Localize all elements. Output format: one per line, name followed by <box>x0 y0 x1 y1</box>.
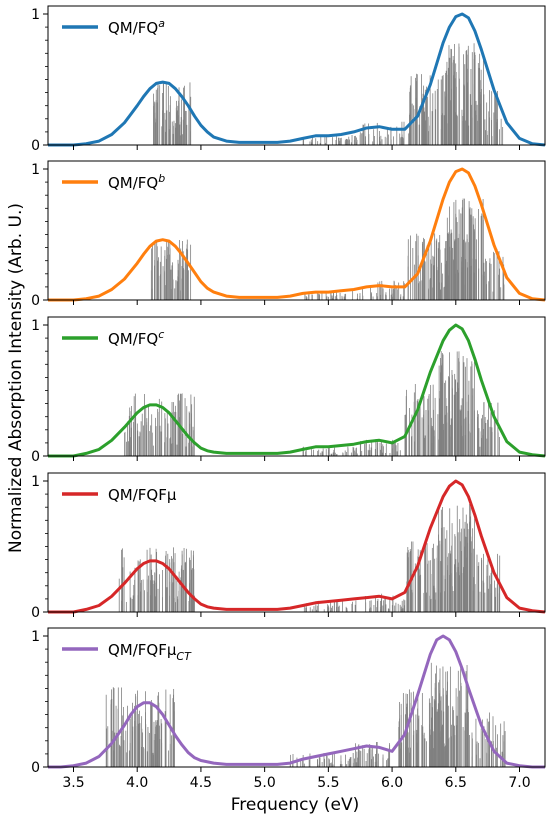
stick-spectrum <box>124 351 500 456</box>
y-tick-label: 0 <box>31 138 40 154</box>
axes-frame <box>47 316 546 457</box>
x-tick-label: 3.5 <box>62 775 84 791</box>
stick-spectrum <box>118 503 501 612</box>
panel-3: 0 1 QM/FQc <box>31 316 546 465</box>
legend: QM/FQb <box>62 172 165 192</box>
y-tick-label: 0 <box>31 449 40 465</box>
legend-label: QM/FQFμ <box>108 486 177 504</box>
x-tick-label: 5.5 <box>317 775 339 791</box>
y-tick-label: 1 <box>31 318 40 334</box>
y-tick-label: 0 <box>31 760 40 776</box>
spectrum-line <box>48 167 546 302</box>
x-axis-label: Frequency (eV) <box>231 795 360 815</box>
panel-1: 0 1 QM/FQa <box>31 5 546 154</box>
panels-group: 0 1 QM/FQa 0 1 QM/FQb 0 1 QM/FQc 0 1 QM/FQFμ 0 1 3.5 4.… <box>31 5 546 791</box>
legend-label: QM/FQFμCT <box>108 641 192 663</box>
x-tick-label: 4.0 <box>126 775 148 791</box>
legend: QM/FQFμCT <box>62 641 192 663</box>
spectrum-line <box>48 12 546 147</box>
stick-spectrum <box>153 43 504 145</box>
x-tick-label: 4.5 <box>190 775 212 791</box>
legend: QM/FQFμ <box>62 486 177 504</box>
y-axis-label: Normalized Absorption Intensity (Arb. U.… <box>6 203 26 553</box>
stick-spectrum <box>150 198 505 300</box>
y-tick-label: 1 <box>31 629 40 645</box>
stick-spectrum <box>105 662 506 767</box>
x-tick-label: 5.0 <box>254 775 276 791</box>
axes-frame <box>47 160 546 301</box>
x-tick-label: 7.0 <box>508 775 530 791</box>
legend-label: QM/FQc <box>108 328 164 348</box>
legend: QM/FQc <box>62 328 164 348</box>
legend: QM/FQa <box>62 17 165 37</box>
spectrum-line <box>48 634 545 769</box>
axes-frame <box>47 5 546 146</box>
x-tick-label: 6.5 <box>445 775 467 791</box>
panel-4: 0 1 QM/FQFμ <box>31 472 546 621</box>
y-tick-label: 1 <box>31 474 40 490</box>
y-tick-label: 1 <box>31 162 40 178</box>
legend-label: QM/FQb <box>108 172 165 192</box>
panel-5: 0 1 3.5 4.0 4.5 5.0 5.5 6.0 6.5 7.0 QM/FQFμCT <box>31 627 546 791</box>
spectrum-line <box>48 479 546 614</box>
y-tick-label: 0 <box>31 293 40 309</box>
y-tick-label: 1 <box>31 7 40 23</box>
spectrum-line <box>48 323 546 458</box>
legend-label: QM/FQa <box>108 17 165 37</box>
axes-frame <box>47 627 546 768</box>
axes-frame <box>47 472 546 613</box>
y-tick-label: 0 <box>31 605 40 621</box>
x-tick-label: 6.0 <box>381 775 403 791</box>
panel-2: 0 1 QM/FQb <box>31 160 546 309</box>
